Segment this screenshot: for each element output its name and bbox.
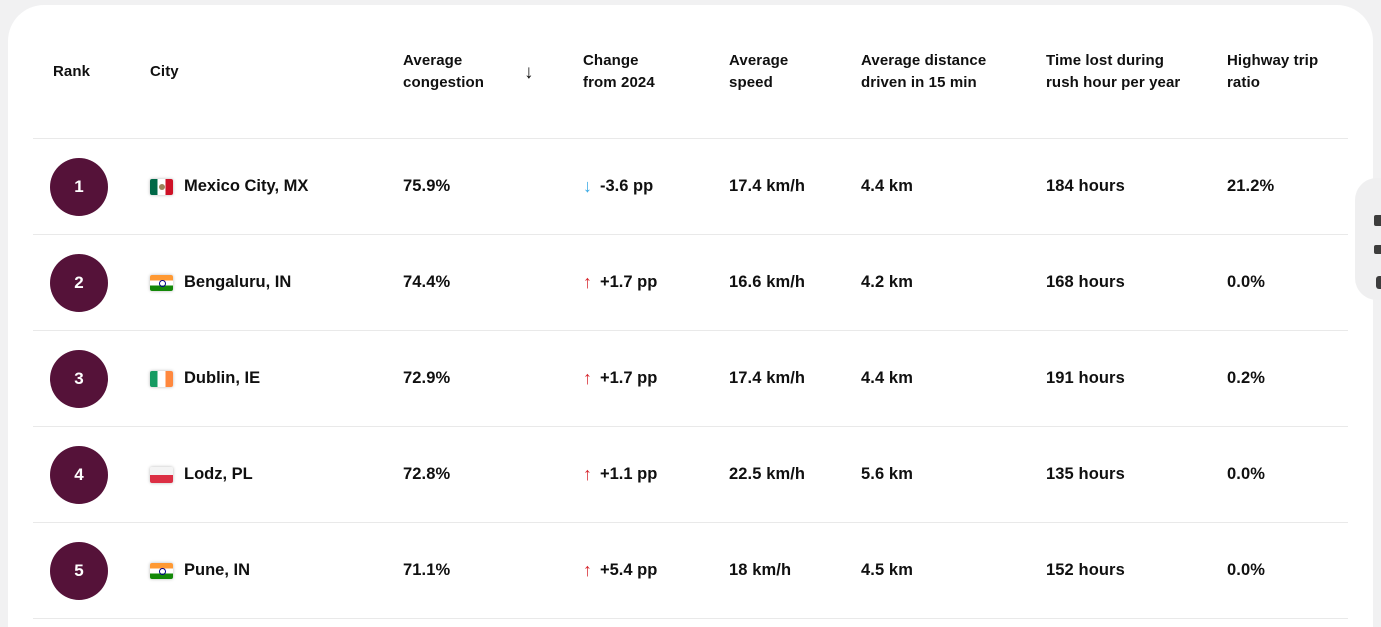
table-row[interactable]: 1 Mexico City, MX 75.9% ↓ -3.6 pp 17.4 k…: [33, 139, 1348, 235]
india-flag-icon: [150, 274, 173, 291]
congestion-value: 74.4%: [403, 273, 451, 291]
speed-value: 16.6 km/h: [729, 273, 806, 291]
trend-up-arrow-icon: ↑: [583, 560, 592, 580]
time-lost-value: 152 hours: [1046, 561, 1125, 579]
column-header-city: City: [150, 62, 179, 80]
highway-ratio-value: 0.0%: [1227, 465, 1266, 483]
city-cell: Mexico City, MX: [150, 177, 403, 196]
ranking-table: Rank City Average congestion ↓ Change fr…: [33, 5, 1348, 619]
table-row[interactable]: 3 Dublin, IE 72.9% ↑ +1.7 pp 17.4 km/h 4…: [33, 331, 1348, 427]
change-value: +5.4 pp: [600, 561, 658, 579]
rank-badge: 2: [50, 253, 108, 312]
change-cell: ↑ +1.7 pp: [583, 272, 729, 293]
change-cell: ↓ -3.6 pp: [583, 176, 729, 197]
mexico-flag-icon: [150, 178, 173, 195]
city-name: Lodz, PL: [184, 465, 253, 483]
rank-cell: 5: [33, 541, 150, 600]
change-value: +1.1 pp: [600, 465, 658, 483]
congestion-value: 71.1%: [403, 561, 451, 579]
rank-cell: 2: [33, 253, 150, 312]
table-header-row: Rank City Average congestion ↓ Change fr…: [33, 5, 1348, 139]
speed-value: 17.4 km/h: [729, 177, 806, 195]
trend-up-arrow-icon: ↑: [583, 464, 592, 484]
rank-badge: 5: [50, 541, 108, 600]
distance-value: 4.4 km: [861, 177, 913, 195]
table-row[interactable]: 2 Bengaluru, IN 74.4% ↑ +1.7 pp 16.6 km/…: [33, 235, 1348, 331]
highway-ratio-value: 0.0%: [1227, 273, 1266, 291]
trend-up-arrow-icon: ↑: [583, 272, 592, 292]
change-value: +1.7 pp: [600, 369, 658, 387]
table-row[interactable]: 5 Pune, IN 71.1% ↑ +5.4 pp 18 km/h 4.5 k…: [33, 523, 1348, 619]
city-ranking-card: Rank City Average congestion ↓ Change fr…: [8, 5, 1373, 627]
change-cell: ↑ +1.7 pp: [583, 368, 729, 389]
city-name: Dublin, IE: [184, 369, 261, 387]
column-header-rank: Rank: [53, 62, 91, 80]
rank-badge: 1: [50, 157, 108, 216]
congestion-value: 75.9%: [403, 177, 451, 195]
ireland-flag-icon: [150, 370, 173, 387]
social-share-icon[interactable]: [1374, 215, 1381, 226]
trend-down-arrow-icon: ↓: [583, 176, 592, 196]
time-lost-value: 184 hours: [1046, 177, 1125, 195]
city-name: Mexico City, MX: [184, 177, 309, 195]
column-header-average-speed: Average speed: [729, 51, 789, 91]
speed-value: 17.4 km/h: [729, 369, 806, 387]
distance-value: 4.2 km: [861, 273, 913, 291]
column-header-highway-trip-ratio: Highway trip ratio: [1227, 51, 1319, 91]
distance-value: 4.4 km: [861, 369, 913, 387]
time-lost-value: 135 hours: [1046, 465, 1125, 483]
column-header-average-distance: Average distance driven in 15 min: [861, 51, 987, 91]
social-share-icon[interactable]: [1376, 276, 1381, 289]
column-header-change-from-2024: Change from 2024: [583, 51, 655, 91]
trend-up-arrow-icon: ↑: [583, 368, 592, 388]
sort-descending-icon[interactable]: ↓: [524, 61, 534, 83]
rank-badge: 4: [50, 445, 108, 504]
change-cell: ↑ +5.4 pp: [583, 560, 729, 581]
congestion-value: 72.9%: [403, 369, 451, 387]
column-header-label: Average congestion: [403, 51, 485, 91]
congestion-value: 72.8%: [403, 465, 451, 483]
highway-ratio-value: 21.2%: [1227, 177, 1275, 195]
distance-value: 4.5 km: [861, 561, 913, 579]
share-widget[interactable]: [1355, 178, 1381, 300]
social-share-icon[interactable]: [1374, 245, 1381, 254]
column-header-time-lost: Time lost during rush hour per year: [1046, 51, 1181, 91]
rank-badge: 3: [50, 349, 108, 408]
india-flag-icon: [150, 562, 173, 579]
city-cell: Bengaluru, IN: [150, 273, 403, 292]
change-cell: ↑ +1.1 pp: [583, 464, 729, 485]
distance-value: 5.6 km: [861, 465, 913, 483]
highway-ratio-value: 0.0%: [1227, 561, 1266, 579]
change-value: +1.7 pp: [600, 273, 658, 291]
time-lost-value: 168 hours: [1046, 273, 1125, 291]
city-name: Bengaluru, IN: [184, 273, 292, 291]
column-header-average-congestion[interactable]: Average congestion ↓: [403, 50, 583, 94]
rank-cell: 4: [33, 445, 150, 504]
poland-flag-icon: [150, 466, 173, 483]
rank-cell: 3: [33, 349, 150, 408]
time-lost-value: 191 hours: [1046, 369, 1125, 387]
city-cell: Dublin, IE: [150, 369, 403, 388]
highway-ratio-value: 0.2%: [1227, 369, 1266, 387]
city-cell: Lodz, PL: [150, 465, 403, 484]
table-row[interactable]: 4 Lodz, PL 72.8% ↑ +1.1 pp 22.5 km/h 5.6…: [33, 427, 1348, 523]
city-name: Pune, IN: [184, 561, 251, 579]
city-cell: Pune, IN: [150, 561, 403, 580]
speed-value: 18 km/h: [729, 561, 792, 579]
speed-value: 22.5 km/h: [729, 465, 806, 483]
change-value: -3.6 pp: [600, 177, 654, 195]
rank-cell: 1: [33, 157, 150, 216]
